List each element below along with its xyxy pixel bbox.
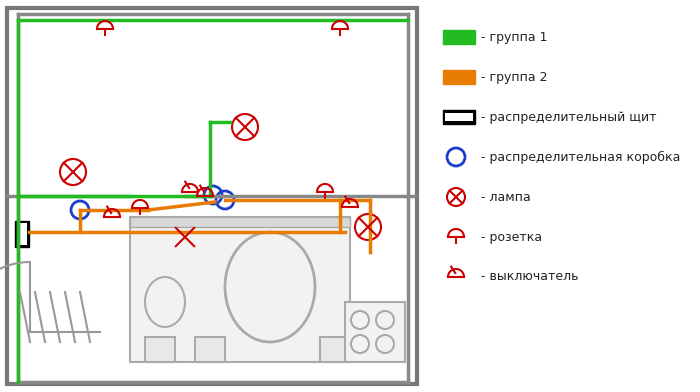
Bar [443, 30, 475, 44]
Text: - выключатель: - выключатель [481, 270, 578, 283]
Bar [443, 110, 475, 124]
Bar [130, 217, 350, 227]
Text: - распределительный щит: - распределительный щит [481, 111, 657, 123]
Bar [345, 302, 405, 362]
Text: - лампа: - лампа [481, 191, 531, 203]
Bar [7, 8, 417, 384]
Text: - розетка: - розетка [481, 230, 542, 243]
Bar [130, 217, 350, 362]
Bar [443, 70, 475, 84]
Text: - группа 2: - группа 2 [481, 71, 547, 83]
Text: - распределительная коробка: - распределительная коробка [481, 151, 680, 163]
Bar [15, 221, 29, 247]
Bar [195, 337, 225, 362]
Bar [320, 337, 350, 362]
Bar [17, 223, 27, 245]
Bar [445, 113, 473, 121]
Bar [145, 337, 175, 362]
Text: - группа 1: - группа 1 [481, 31, 547, 44]
